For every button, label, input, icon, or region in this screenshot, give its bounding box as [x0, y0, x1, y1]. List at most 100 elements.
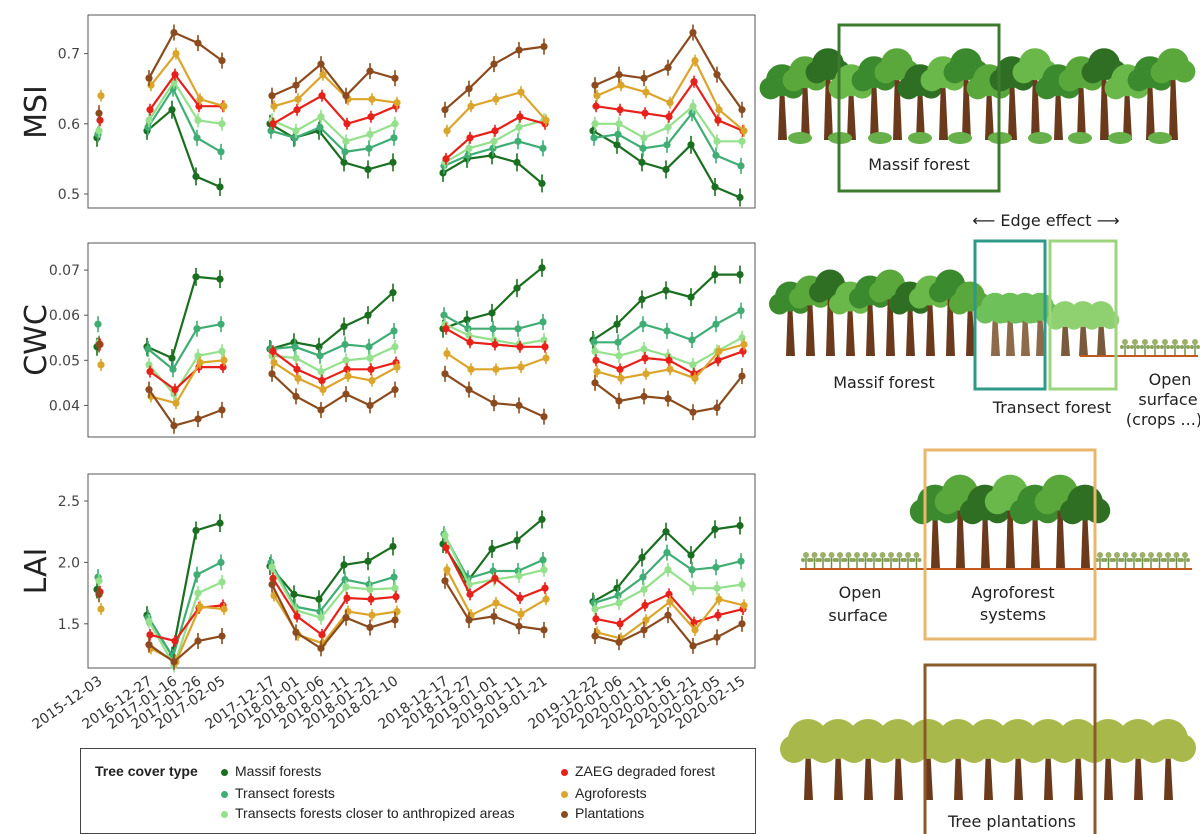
- msi-series-line: [272, 94, 397, 126]
- lai-data-point: [390, 573, 398, 581]
- lai-y-ticks: 1.5 2.0 2.5: [58, 494, 88, 633]
- crop-icon: [852, 552, 862, 568]
- msi-data-point: [639, 144, 647, 152]
- cwc-data-point: [193, 325, 201, 333]
- msi-data-point: [613, 141, 621, 149]
- cwc-data-point: [489, 325, 497, 333]
- cwc-data-point: [291, 343, 299, 351]
- cwc-data-point: [539, 318, 547, 326]
- cwc-data-point: [219, 363, 227, 371]
- msi-data-point: [591, 120, 599, 128]
- msi-data-point: [488, 151, 496, 159]
- cwc-data-point: [616, 365, 624, 373]
- msi-data-point: [442, 155, 450, 163]
- lai-data-point: [194, 589, 202, 597]
- cwc-data-point: [144, 345, 152, 353]
- lai-data-point: [368, 611, 376, 619]
- cwc-data-point: [145, 386, 153, 394]
- crop-icon: [843, 552, 854, 568]
- msi-data-point: [515, 46, 523, 54]
- cwc-data-point: [591, 347, 599, 355]
- lai-data-point: [665, 590, 673, 598]
- msi-series-line: [148, 79, 223, 125]
- msi-data-point: [641, 109, 649, 117]
- cwc-data-point: [664, 395, 672, 403]
- cwc-data-point: [514, 325, 522, 333]
- cwc-data-point: [516, 343, 524, 351]
- cwc-data-point: [217, 320, 225, 328]
- lai-data-point: [642, 616, 650, 624]
- lai-data-point: [491, 574, 499, 582]
- cwc-series-line: [150, 359, 225, 405]
- lai-data-point: [691, 626, 699, 634]
- msi-data-point: [318, 92, 326, 100]
- lai-data-point: [318, 631, 326, 639]
- msi-data-point: [638, 158, 646, 166]
- msi-data-point: [666, 99, 674, 107]
- msi-data-point: [366, 130, 374, 138]
- tree-icon: [870, 719, 926, 800]
- cwc-data-point: [146, 367, 154, 376]
- cwc-data-point: [292, 354, 300, 362]
- cwc-data-point: [220, 356, 228, 364]
- msi-data-point: [489, 144, 497, 152]
- cwc-data-point: [441, 370, 449, 378]
- cwc-data-point: [642, 370, 650, 378]
- legend-swatch-massif: [221, 768, 228, 776]
- lai-data-point: [442, 544, 450, 552]
- lai-data-point: [171, 637, 179, 645]
- msi-data-point: [192, 172, 200, 181]
- cwc-data-point: [691, 374, 699, 382]
- lai-data-point: [170, 658, 178, 666]
- cwc-data-point: [467, 365, 475, 373]
- cwc-data-point: [464, 325, 472, 333]
- lai-data-point: [591, 605, 599, 613]
- lai-data-point: [640, 626, 648, 634]
- lai-data-point: [711, 525, 719, 533]
- cwc-data-point: [440, 311, 448, 319]
- cwc-series-5: [95, 336, 746, 434]
- cwc-data-point: [640, 345, 648, 353]
- msi-data-point: [194, 39, 202, 47]
- msi-data-point: [270, 102, 278, 110]
- cwc-ytick-label: 0.04: [49, 398, 80, 414]
- lai-data-point: [145, 617, 153, 625]
- lai-data-point: [516, 594, 524, 602]
- msi-data-point: [737, 162, 745, 170]
- plantation-box: [923, 663, 1097, 834]
- edge-effect-label: ⟵ Edge effect ⟶: [972, 211, 1119, 230]
- msi-data-point: [268, 92, 276, 100]
- lai-data-point: [220, 605, 228, 613]
- lai-data-point: [366, 623, 374, 632]
- msi-ytick-label: 0.7: [58, 47, 80, 63]
- msi-data-point: [691, 57, 699, 65]
- msi-series-4: [97, 47, 748, 137]
- lai-data-point: [714, 611, 722, 619]
- lai-data-point: [317, 644, 325, 652]
- crop-icon: [1150, 339, 1160, 355]
- msi-data-point: [97, 92, 105, 100]
- lai-data-point: [539, 556, 547, 564]
- edge-open-label-3: (crops ...): [1126, 410, 1200, 429]
- msi-data-point: [540, 42, 548, 51]
- cwc-series-line: [270, 330, 395, 357]
- msi-data-point: [391, 120, 399, 128]
- cwc-data-point: [542, 354, 550, 362]
- cwc-data-point: [593, 367, 601, 376]
- cwc-data-point: [491, 340, 499, 349]
- msi-data-point: [389, 158, 397, 166]
- msi-data-point: [218, 120, 226, 128]
- legend-item-plantations: Plantations: [561, 805, 644, 821]
- cwc-data-point: [538, 264, 546, 272]
- msi-panel-frame: [87, 14, 756, 209]
- lai-data-point: [591, 632, 599, 640]
- legend-swatch-plantations: [561, 810, 568, 818]
- msi-data-point: [491, 127, 499, 135]
- lai-data-point: [513, 536, 521, 544]
- crop-icon: [1140, 339, 1150, 355]
- msi-data-point: [341, 148, 349, 156]
- cwc-ytick-label: 0.07: [49, 263, 80, 279]
- cwc-data-point: [591, 379, 599, 387]
- lai-data-point: [218, 578, 226, 586]
